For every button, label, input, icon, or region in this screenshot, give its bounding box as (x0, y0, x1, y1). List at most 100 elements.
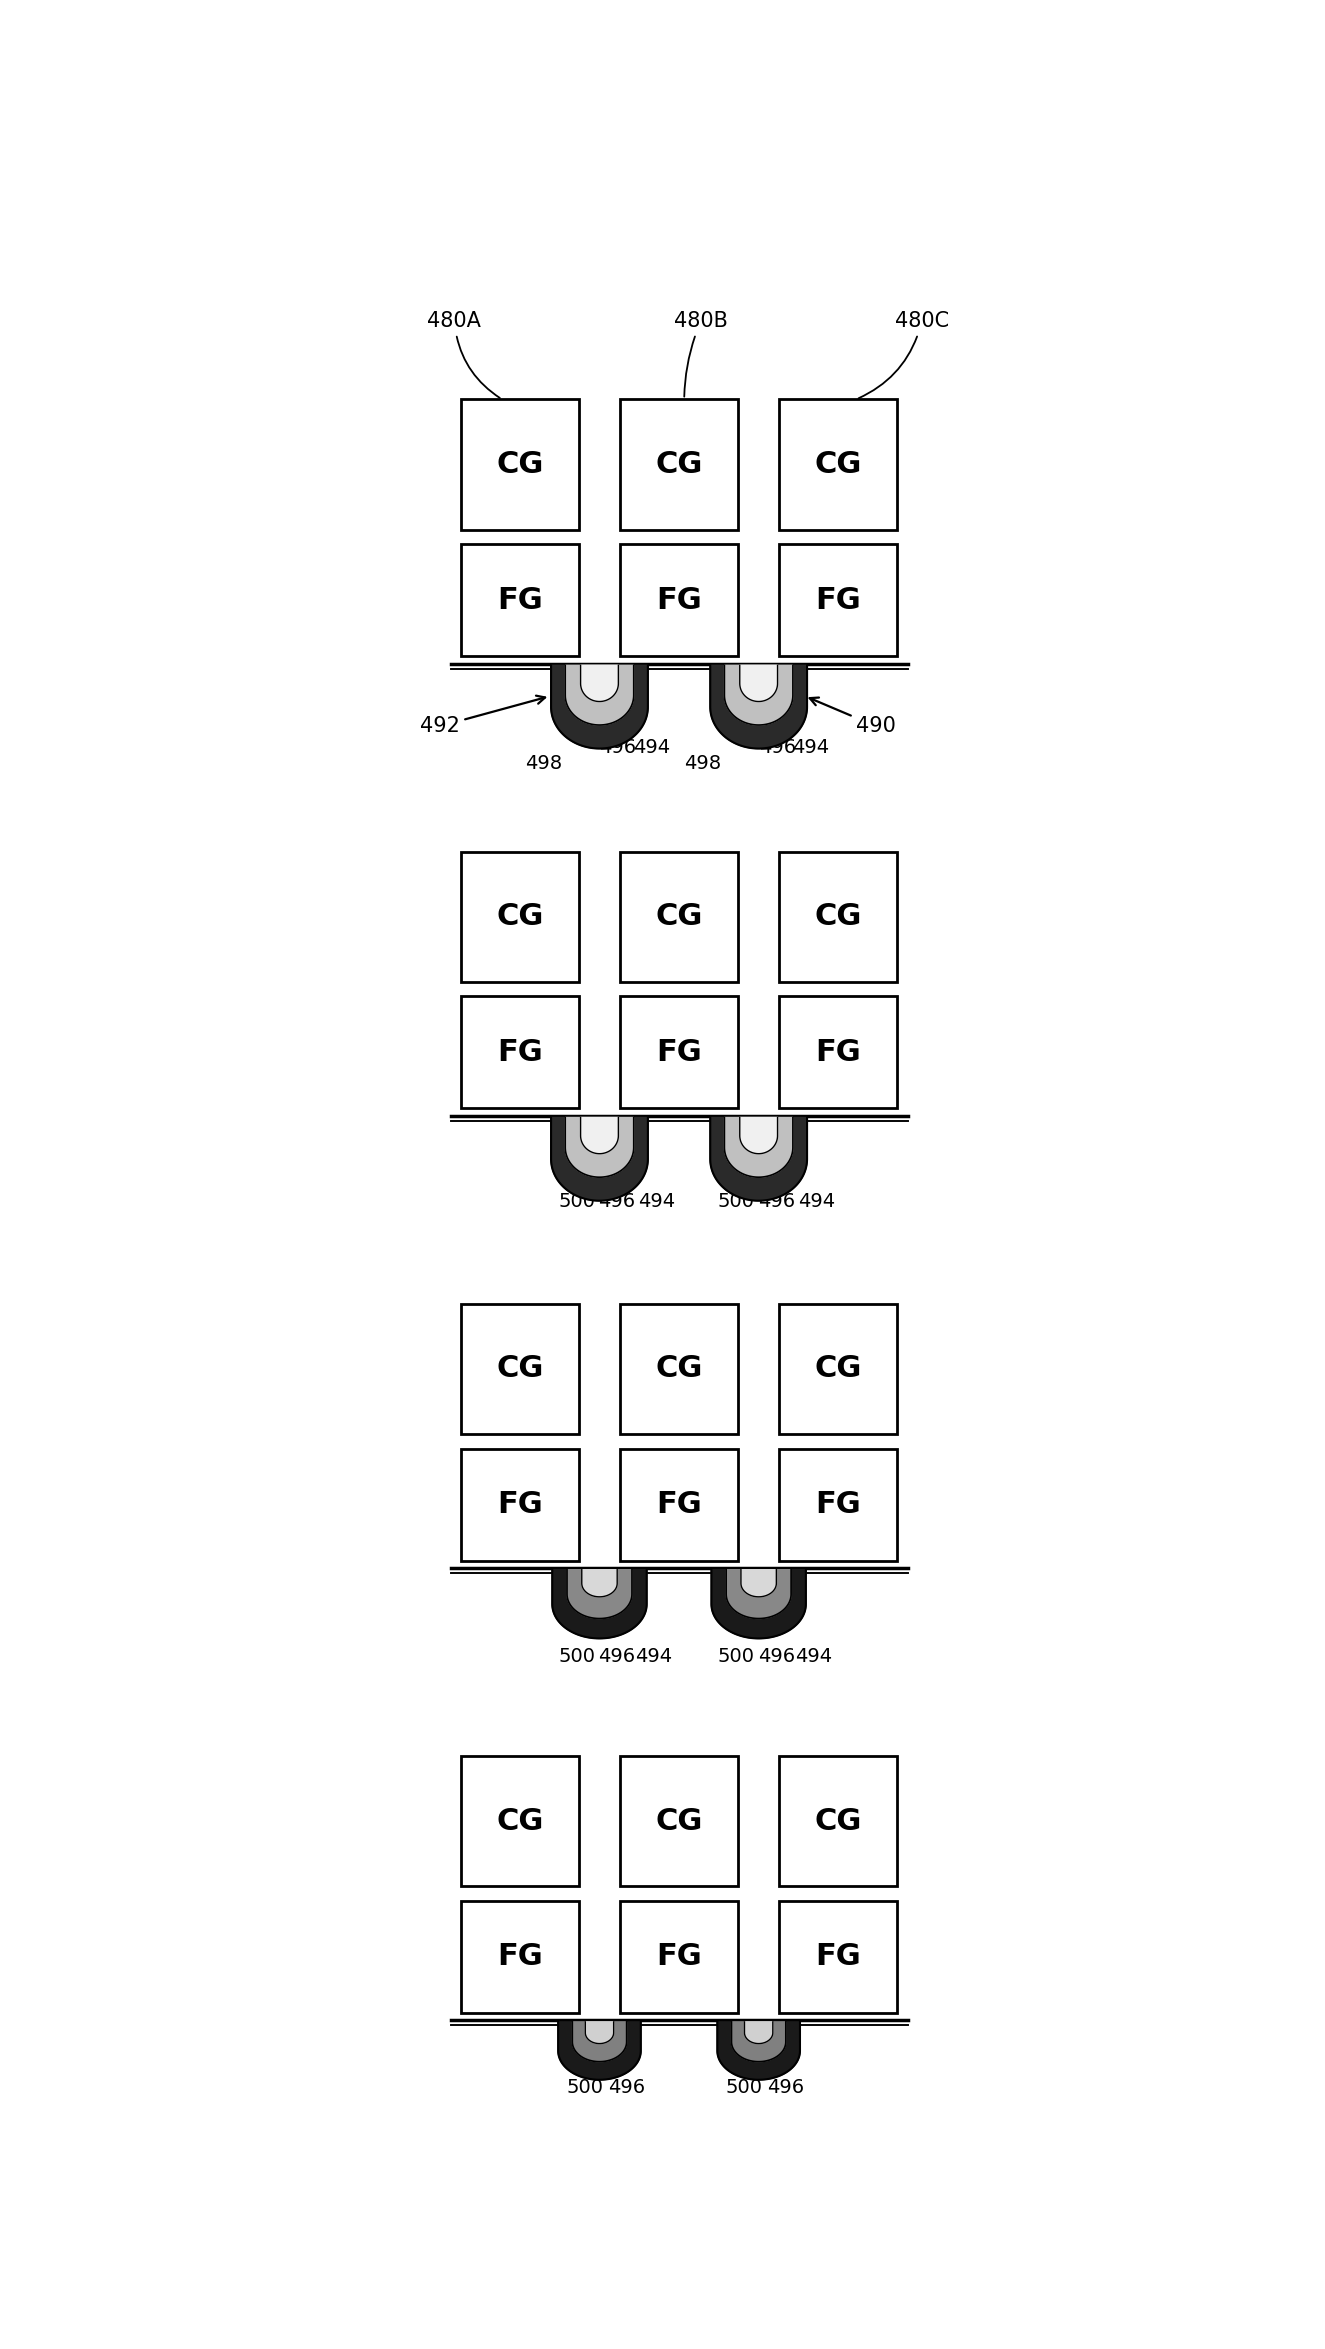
Text: 494: 494 (798, 1191, 835, 1210)
Text: FG: FG (656, 585, 702, 615)
Text: 500: 500 (558, 1647, 595, 1665)
Text: FG: FG (815, 585, 861, 615)
Text: FG: FG (497, 1943, 543, 1971)
Text: FG: FG (656, 1038, 702, 1066)
Polygon shape (582, 1569, 617, 1597)
Bar (779, 996, 897, 1109)
Bar (461, 996, 579, 1109)
Text: 496: 496 (758, 1191, 795, 1210)
Polygon shape (710, 1118, 807, 1200)
Text: FG: FG (815, 1038, 861, 1066)
Text: CG: CG (496, 1806, 543, 1835)
Bar (620, 1757, 738, 1886)
Text: CG: CG (496, 1355, 543, 1384)
Polygon shape (580, 665, 619, 702)
Text: CG: CG (656, 1355, 702, 1384)
Polygon shape (586, 2022, 613, 2044)
Text: CG: CG (815, 902, 863, 930)
Polygon shape (717, 2022, 800, 2079)
Polygon shape (725, 665, 792, 726)
Polygon shape (710, 665, 807, 749)
Text: 496: 496 (767, 2079, 804, 2098)
Text: 494: 494 (792, 738, 829, 756)
Text: 496: 496 (758, 1647, 795, 1665)
Polygon shape (551, 1118, 648, 1200)
Text: 490: 490 (810, 698, 896, 735)
Text: FG: FG (815, 1489, 861, 1520)
Bar (779, 1900, 897, 2013)
Text: 494: 494 (795, 1647, 832, 1665)
Polygon shape (731, 2022, 786, 2062)
Bar (779, 1304, 897, 1433)
Text: 480B: 480B (674, 310, 727, 397)
Bar (620, 1900, 738, 2013)
Bar (461, 1757, 579, 1886)
Bar (461, 1900, 579, 2013)
Text: 500: 500 (567, 2079, 604, 2098)
Bar (461, 1304, 579, 1433)
Bar (461, 1449, 579, 1560)
Text: 494: 494 (636, 1647, 673, 1665)
Polygon shape (580, 1118, 619, 1153)
Text: 498: 498 (718, 1167, 755, 1186)
Bar (779, 399, 897, 529)
Text: 498: 498 (685, 754, 722, 773)
Text: 500: 500 (558, 1191, 595, 1210)
Text: CG: CG (496, 451, 543, 479)
Polygon shape (553, 1569, 647, 1637)
Text: 498: 498 (567, 2053, 604, 2072)
Text: 494: 494 (639, 1191, 676, 1210)
Bar (620, 1449, 738, 1560)
Bar (620, 853, 738, 982)
Text: CG: CG (815, 451, 863, 479)
Bar (779, 1449, 897, 1560)
Text: FG: FG (497, 1038, 543, 1066)
Bar (620, 1304, 738, 1433)
Text: CG: CG (815, 1806, 863, 1835)
Polygon shape (572, 2022, 627, 2062)
Text: 496: 496 (599, 1191, 636, 1210)
Polygon shape (712, 1569, 806, 1637)
Text: 498: 498 (558, 1167, 595, 1186)
Polygon shape (739, 1118, 778, 1153)
Polygon shape (551, 665, 648, 749)
Polygon shape (725, 1118, 792, 1177)
Text: CG: CG (656, 451, 702, 479)
Text: 498: 498 (726, 2053, 763, 2072)
Text: FG: FG (815, 1943, 861, 1971)
Polygon shape (726, 1569, 791, 1618)
Bar (779, 545, 897, 655)
Bar (461, 853, 579, 982)
Text: FG: FG (656, 1943, 702, 1971)
Text: 492: 492 (420, 695, 545, 735)
Bar (461, 399, 579, 529)
Text: 498: 498 (526, 754, 563, 773)
Text: FG: FG (497, 585, 543, 615)
Text: 480C: 480C (859, 310, 949, 399)
Text: 496: 496 (599, 738, 636, 756)
Polygon shape (558, 2022, 641, 2079)
Text: FG: FG (497, 1489, 543, 1520)
Bar (620, 399, 738, 529)
Text: FG: FG (656, 1489, 702, 1520)
Text: 496: 496 (759, 738, 796, 756)
Text: CG: CG (496, 902, 543, 930)
Bar (620, 545, 738, 655)
Bar (779, 853, 897, 982)
Text: 500: 500 (726, 2079, 763, 2098)
Bar (620, 996, 738, 1109)
Text: 480A: 480A (428, 310, 500, 397)
Text: 500: 500 (718, 1191, 754, 1210)
Text: CG: CG (656, 902, 702, 930)
Text: 494: 494 (633, 738, 670, 756)
Text: CG: CG (656, 1806, 702, 1835)
Text: 496: 496 (608, 2079, 645, 2098)
Polygon shape (739, 665, 778, 702)
Polygon shape (741, 1569, 776, 1597)
Text: 496: 496 (599, 1647, 636, 1665)
Bar (461, 545, 579, 655)
Polygon shape (567, 1569, 632, 1618)
Text: 500: 500 (718, 1647, 754, 1665)
Polygon shape (566, 665, 633, 726)
Polygon shape (745, 2022, 772, 2044)
